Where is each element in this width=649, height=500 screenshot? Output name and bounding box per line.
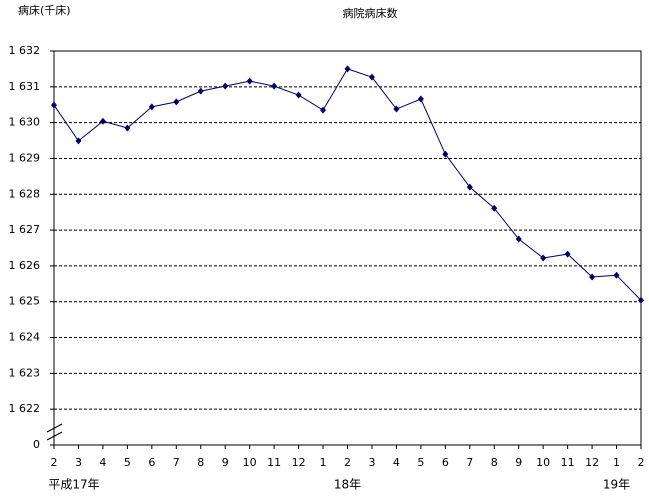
year-label: 平成17年 bbox=[48, 478, 99, 492]
x-tick-label: 6 bbox=[442, 456, 449, 469]
x-tick-label: 12 bbox=[585, 456, 599, 469]
y-tick-label: 1 632 bbox=[9, 44, 41, 57]
x-tick-label: 9 bbox=[515, 456, 522, 469]
y-tick-label: 1 625 bbox=[9, 295, 41, 308]
y-tick-label: 1 629 bbox=[9, 151, 41, 164]
point bbox=[271, 82, 278, 90]
x-tick-label: 1 bbox=[613, 456, 620, 469]
x-tick-label: 1 bbox=[320, 456, 327, 469]
x-tick-label: 5 bbox=[417, 456, 424, 469]
x-tick-label: 8 bbox=[197, 456, 204, 469]
y-tick-label: 1 628 bbox=[9, 187, 41, 200]
point bbox=[515, 235, 522, 243]
y-tick-label: 1 626 bbox=[9, 259, 41, 272]
point bbox=[246, 77, 253, 85]
point bbox=[589, 273, 596, 281]
point bbox=[75, 137, 82, 145]
x-tick-label: 4 bbox=[393, 456, 400, 469]
y-tick-label: 1 623 bbox=[9, 366, 41, 379]
point bbox=[491, 204, 498, 212]
y-tick-label: 1 630 bbox=[9, 116, 41, 129]
x-tick-label: 3 bbox=[75, 456, 82, 469]
x-tick-label: 7 bbox=[466, 456, 473, 469]
x-tick-label: 7 bbox=[173, 456, 180, 469]
axis-break bbox=[46, 431, 63, 441]
x-tick-label: 4 bbox=[99, 456, 106, 469]
year-label: 19年 bbox=[603, 478, 630, 492]
point bbox=[148, 103, 155, 111]
x-tick-label: 12 bbox=[292, 456, 306, 469]
x-tick-label: 11 bbox=[561, 456, 575, 469]
line bbox=[53, 68, 642, 301]
point bbox=[344, 65, 351, 73]
point bbox=[99, 117, 106, 125]
x-tick-label: 2 bbox=[51, 456, 58, 469]
x-tick-label: 11 bbox=[267, 456, 281, 469]
point bbox=[540, 254, 547, 262]
x-tick-label: 10 bbox=[243, 456, 257, 469]
year-label: 18年 bbox=[334, 478, 361, 492]
point bbox=[393, 105, 400, 113]
x-tick-label: 8 bbox=[491, 456, 498, 469]
y-tick-label: 1 622 bbox=[9, 402, 41, 415]
point bbox=[417, 95, 424, 103]
point bbox=[173, 98, 180, 106]
point bbox=[197, 87, 204, 95]
point bbox=[638, 296, 644, 304]
point bbox=[564, 250, 571, 258]
y-tick-label: 1 624 bbox=[9, 331, 41, 344]
x-tick-label: 5 bbox=[124, 456, 131, 469]
x-tick-label: 9 bbox=[222, 456, 229, 469]
point bbox=[51, 101, 57, 109]
point bbox=[295, 91, 302, 99]
point bbox=[613, 271, 620, 279]
chart-title: 病院病床数 bbox=[343, 6, 398, 20]
y-axis-label: 病床(千床) bbox=[18, 3, 71, 17]
y-tick-label: 0 bbox=[33, 438, 40, 451]
point bbox=[320, 106, 327, 114]
plot-frame bbox=[53, 50, 642, 446]
point bbox=[368, 73, 375, 81]
axis-break bbox=[46, 423, 63, 433]
x-tick-label: 2 bbox=[638, 456, 645, 469]
y-tick-label: 1 631 bbox=[9, 80, 41, 93]
y-tick-label: 1 627 bbox=[9, 223, 41, 236]
point bbox=[124, 124, 131, 132]
point bbox=[442, 150, 449, 158]
x-tick-label: 2 bbox=[344, 456, 351, 469]
x-tick-label: 3 bbox=[368, 456, 375, 469]
point bbox=[466, 183, 473, 191]
point bbox=[222, 82, 229, 90]
x-tick-label: 6 bbox=[148, 456, 155, 469]
x-tick-label: 10 bbox=[536, 456, 550, 469]
